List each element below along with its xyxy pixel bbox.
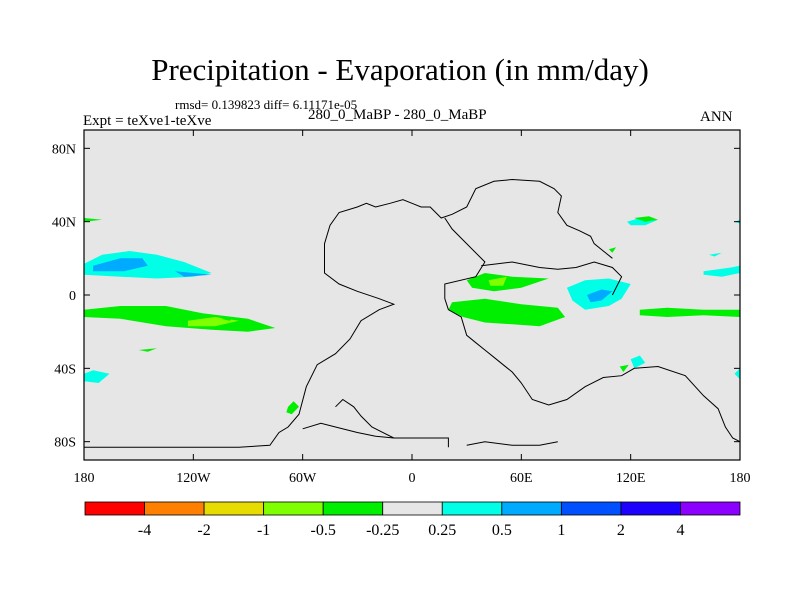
region-north-atlantic-west [84, 218, 103, 222]
region-south-indian-green [619, 364, 629, 372]
region-africa-north-blob [466, 273, 549, 292]
colorbar-swatch [620, 501, 681, 516]
colorbar-swatch [680, 501, 741, 516]
map-background [84, 130, 740, 460]
region-north-east-tiny [709, 252, 722, 257]
contour-regions [84, 216, 740, 415]
coastline-asia-inner-coast [481, 261, 623, 296]
colorbar-swatch [560, 501, 622, 516]
coastline-south-america-ridge [335, 398, 449, 448]
case-label: 280_0_MaBP - 280_0_MaBP [308, 107, 487, 123]
coastlines [84, 178, 740, 448]
region-subtropical-north-east [703, 265, 740, 277]
x-tick-label: 60E [510, 471, 533, 486]
x-tick-label: 0 [409, 471, 416, 486]
x-axis: 180 120W 60W 0 60E 120E 180 [74, 130, 751, 486]
x-tick-label: 60W [289, 471, 317, 486]
season-label: ANN [700, 109, 733, 125]
colorbar: -4 -2 -1 -0.5 -0.25 0.25 0.5 1 2 4 [84, 501, 741, 539]
region-south-pacific-small [138, 348, 157, 352]
page-title: Precipitation - Evaporation (in mm/day) [151, 52, 649, 87]
colorbar-swatch [203, 501, 265, 516]
colorbar-swatch [84, 501, 145, 516]
colorbar-label: -4 [138, 522, 151, 539]
coastline-africa-coast [444, 217, 740, 443]
region-central-pacific-streak [175, 271, 212, 277]
colorbar-label: -0.5 [311, 522, 336, 539]
region-africa-north-core [488, 276, 507, 286]
colorbar-swatch [441, 501, 503, 516]
x-tick-label: 180 [730, 471, 751, 486]
region-north-pacific-band [84, 251, 212, 279]
y-tick-label: 40N [52, 216, 76, 231]
colorbar-swatch [263, 501, 324, 516]
region-east-pacific-green [639, 307, 740, 317]
region-north-east-pacific-green [634, 216, 658, 222]
experiment-label: Expt = teXve1-teXve [83, 113, 212, 129]
colorbar-swatch [501, 501, 562, 516]
colorbar-label: 2 [617, 522, 625, 539]
y-axis: 80N 40N 0 40S 80S [52, 142, 740, 451]
colorbar-label: -1 [257, 522, 270, 539]
coastline-americas-europe-coast [84, 178, 613, 448]
colorbar-swatch [322, 501, 384, 516]
colorbar-label: 4 [676, 522, 684, 539]
region-south-pacific-band [84, 306, 276, 332]
colorbar-label: -2 [197, 522, 210, 539]
colorbar-swatch [382, 501, 443, 516]
x-tick-label: 180 [74, 471, 95, 486]
region-south-east-blob [734, 368, 740, 380]
colorbar-label: 0.25 [428, 522, 456, 539]
region-south-pacific-blob [84, 370, 110, 383]
coastline-west-antarctic [302, 422, 394, 439]
region-pacific-small-green [608, 247, 617, 253]
y-tick-label: 40S [54, 362, 76, 377]
region-east-pacific-tiny [220, 317, 234, 321]
colorbar-label: -0.25 [366, 522, 399, 539]
coastline-east-antarctic [466, 441, 558, 446]
y-tick-label: 80N [52, 142, 76, 157]
region-north-pacific-core [93, 258, 148, 272]
region-indian-ocean-core [586, 289, 613, 303]
y-tick-label: 0 [69, 289, 76, 304]
colorbar-label: 0.5 [492, 522, 512, 539]
colorbar-swatch [144, 501, 205, 516]
region-south-indian-blob [630, 355, 646, 369]
x-tick-label: 120E [616, 471, 646, 486]
colorbar-label: 1 [557, 522, 565, 539]
region-africa-south-blob [448, 298, 566, 327]
x-tick-label: 120W [176, 471, 211, 486]
rmsd-stats: rmsd= 0.139823 diff= 6.11171e-05 [175, 97, 358, 112]
region-patagonia-blob [286, 401, 299, 415]
y-tick-label: 80S [54, 436, 76, 451]
